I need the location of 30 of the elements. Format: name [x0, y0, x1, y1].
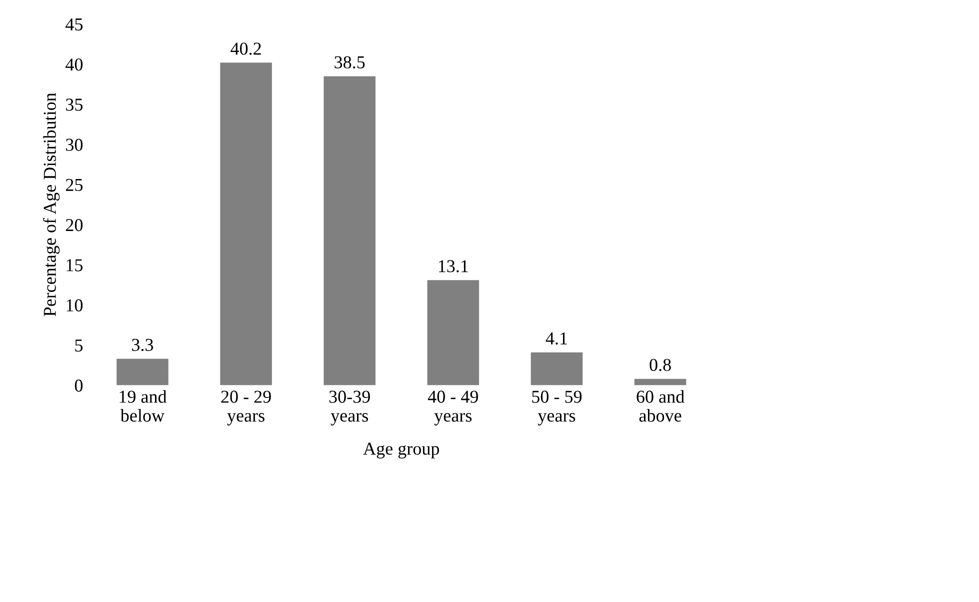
bar: [116, 358, 168, 386]
x-tick-label: 30-39 years: [329, 390, 370, 426]
y-tick-label: 15: [66, 259, 83, 272]
y-tick-label: 20: [66, 219, 83, 232]
bar: [427, 280, 480, 386]
x-tick-label: 19 and below: [120, 390, 167, 422]
data-label: 38.5: [334, 56, 365, 68]
y-tick-label: 35: [66, 98, 83, 111]
data-label: 4.1: [546, 332, 567, 345]
data-label: 0.8: [650, 358, 671, 372]
y-tick-label: 0: [74, 380, 83, 392]
data-label: 40.2: [230, 42, 261, 55]
y-tick-label: 5: [75, 340, 83, 352]
y-tick-label: 30: [66, 138, 83, 151]
y-tick-label: 40: [66, 58, 83, 71]
data-label: 13.1: [438, 260, 468, 272]
bar: [324, 76, 376, 386]
y-tick-label: 45: [66, 18, 83, 31]
y-axis-title: Percentage of Age Distribution: [43, 92, 60, 316]
x-tick-label: 40 - 49 years: [428, 390, 478, 426]
y-tick-label: 10: [66, 299, 83, 312]
x-tick-label: 50 - 59 years: [532, 390, 582, 426]
x-tick-label: 20 - 29 years: [221, 390, 271, 426]
x-tick-label: 60 and above: [636, 390, 684, 422]
bar: [634, 378, 686, 386]
bar: [530, 352, 583, 386]
bar: [220, 62, 272, 386]
y-tick-label: 25: [66, 178, 83, 192]
data-label: 3.3: [132, 338, 154, 352]
x-axis-title: Age group: [363, 442, 440, 458]
